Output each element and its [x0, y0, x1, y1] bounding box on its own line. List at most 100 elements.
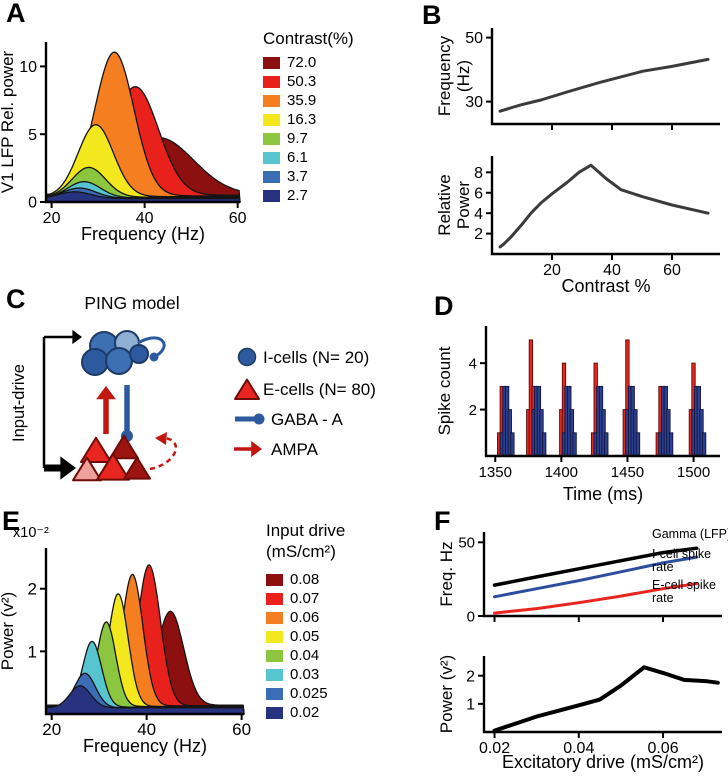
annotation-E-cell spike: rate	[652, 591, 674, 605]
y-axis-label: Spike count	[436, 346, 454, 435]
x-tick-label: 0.06	[647, 740, 678, 757]
legend-item-0.025: 0.025	[266, 684, 376, 703]
axes	[484, 326, 720, 458]
y-tick-label: 4	[474, 206, 483, 223]
i-cells-population	[105, 347, 133, 375]
series-Gamma (LFP)	[492, 546, 699, 587]
y-tick-label: 0	[28, 195, 37, 212]
i-cells-population	[81, 348, 109, 376]
legend-gaba-label: GABA - A	[271, 410, 343, 429]
legend-label: 6.1	[287, 149, 308, 166]
legend-swatch	[263, 56, 280, 69]
legend-e-cells-label: E-cells (N= 80)	[263, 380, 376, 399]
legend-swatch	[266, 706, 283, 719]
legend-label: 0.02	[290, 704, 320, 721]
y-tick-label: 50	[458, 535, 475, 552]
legend-ampa-label: AMPA	[271, 440, 319, 459]
x-tick-label: 1500	[677, 464, 710, 481]
e-to-i-ampa-arrow-head	[96, 386, 116, 400]
legend-item-0.08: 0.08	[266, 570, 376, 589]
y-tick-label: 2	[466, 668, 475, 685]
y-axis-label: Freq. Hz	[438, 541, 456, 606]
legend-label: 72.0	[287, 54, 317, 71]
y-tick-label: 50	[465, 30, 483, 47]
y-tick-label: 2	[474, 226, 483, 243]
y-axis-label: Power	[454, 181, 473, 230]
legend-item-0.07: 0.07	[266, 589, 376, 608]
panel-c-ping-model-diagram: PING model Input-drive I-cells (N= 20) E-ce…	[10, 293, 376, 482]
series-0.02	[45, 685, 245, 715]
x-tick-label: 1400	[545, 464, 578, 481]
x-tick-label: 60	[663, 262, 681, 279]
annotation-E-cell spike: E-cell spike	[652, 578, 716, 592]
legend-swatch	[266, 687, 283, 700]
legend-label: 0.025	[290, 685, 328, 702]
legend-label: 0.05	[290, 628, 320, 645]
x-tick-label: 40	[136, 210, 154, 227]
series-I-cell spike rate	[493, 555, 699, 599]
histogram-bar	[701, 432, 707, 457]
legend-item-3.7: 3.7	[263, 167, 373, 186]
y-axis-label: Relative	[435, 174, 454, 235]
panel-f-power-chart: 0.02 0.04 0.06 1 2 Excitatory drive (mS/cm²) P…	[438, 655, 722, 772]
legend-swatch	[263, 75, 280, 88]
x-tick-label: 40	[603, 262, 621, 279]
legend-item-0.05: 0.05	[266, 627, 376, 646]
ping-model-title: PING model	[84, 293, 179, 313]
histogram-bar	[604, 432, 609, 457]
input-drive-arrow-bottom-head	[60, 456, 76, 480]
x-tick-label: 20	[543, 262, 561, 279]
y-tick-label: 8	[474, 165, 483, 182]
legend-title: (mS/cm²)	[266, 542, 336, 561]
panel-f-label: F	[434, 506, 451, 536]
legend-label: 50.3	[287, 73, 317, 90]
x-tick-label: 0.02	[479, 740, 510, 757]
y-tick-label: 2	[469, 402, 477, 419]
legend-item-9.7: 9.7	[263, 129, 373, 148]
legend-item-0.06: 0.06	[266, 608, 376, 627]
legend-i-cells-label: I-cells (N= 20)	[263, 348, 369, 367]
legend-swatch	[263, 151, 280, 164]
e-e-self-excitation-head	[155, 432, 167, 445]
legend-label: 0.04	[290, 647, 320, 664]
legend-item-2.7: 2.7	[263, 186, 373, 205]
y-tick-label: 30	[465, 94, 483, 111]
legend-label: 0.07	[290, 590, 320, 607]
panel-c-label: C	[6, 284, 26, 314]
legend-swatch	[266, 649, 283, 662]
series-peak gamma frequency	[498, 57, 710, 113]
legend-label: 0.03	[290, 666, 320, 683]
axes	[482, 532, 722, 618]
histogram-bar	[510, 432, 515, 457]
legend-label: 9.7	[287, 130, 308, 147]
y-tick-label: 1	[466, 696, 475, 713]
x-axis-label: Frequency (Hz)	[83, 736, 207, 756]
series-E-cell spike rate	[493, 582, 699, 615]
panel-b-relative-power-chart: 20 40 60 2 4 6 8 Contrast % Relative Power	[435, 156, 720, 296]
legend-swatch	[266, 573, 283, 586]
y-tick-label: 0	[467, 608, 475, 625]
x-tick-label: 1350	[479, 464, 512, 481]
panel-a-label: A	[6, 0, 26, 28]
panel-d-label: D	[434, 291, 454, 321]
panel-e-model-power-spectra-chart: 20 40 60 1 2 Frequency (Hz) Power (v²) x10⁻²	[0, 525, 251, 756]
legend-swatch	[263, 132, 280, 145]
x-tick-label: 40	[137, 720, 156, 739]
legend-item-0.04: 0.04	[266, 646, 376, 665]
annotation-I-cell spike: I-cell spike	[652, 547, 711, 561]
e-cells-population	[72, 456, 102, 482]
y-axis-label: (Hz)	[454, 60, 473, 92]
e-cells-population	[80, 436, 112, 463]
panel-d-spike-count-histogram: 1350 1400 1450 1500 2 4 Time (ms) Spike count	[436, 326, 720, 504]
x-axis-label: Excitatory drive (mS/cm²)	[502, 752, 704, 772]
y-tick-label: 4	[469, 355, 477, 372]
annotation-I-cell spike: rate	[652, 560, 674, 574]
series-LFP power	[492, 665, 720, 733]
legend-label: 3.7	[287, 168, 308, 185]
y-axis-label: Frequency	[435, 35, 454, 116]
legend-label: 16.3	[287, 111, 317, 128]
y-tick-label: 10	[19, 59, 37, 76]
input-drive-arrow-top-head	[72, 329, 82, 345]
axes	[490, 28, 720, 126]
x-tick-label: 60	[232, 720, 251, 739]
